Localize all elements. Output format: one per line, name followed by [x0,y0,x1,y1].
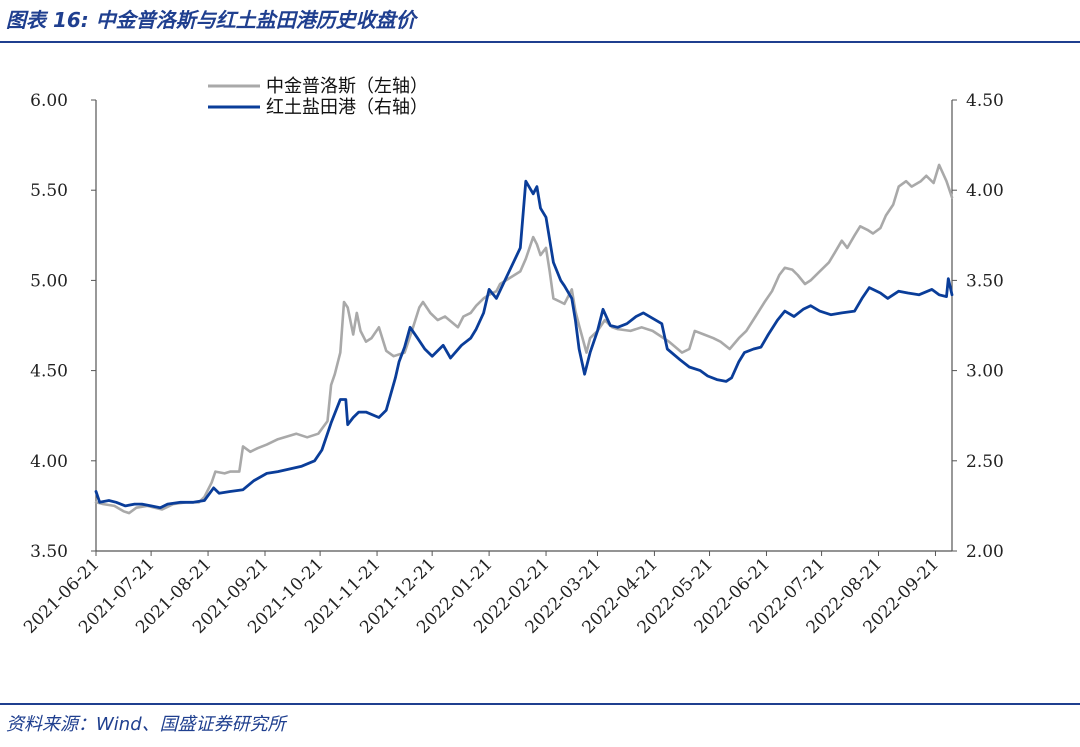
left-y-tick-label: 5.00 [30,271,68,291]
chart-ticks: 3.50 4.00 4.50 5.00 5.50 6.00 2.00 2.50 3.00 3.50… [20,91,1004,638]
footer-divider [0,703,1080,705]
left-y-tick-label: 4.00 [30,452,68,472]
right-y-tick-label: 4.00 [966,181,1004,201]
left-y-tick-label: 5.50 [30,181,68,201]
right-y-tick-label: 3.50 [966,271,1004,291]
series-line-prologis [94,163,954,515]
right-y-tick-label: 2.00 [966,542,1004,562]
chart-legend: 中金普洛斯（左轴）红土盐田港（右轴） [208,76,428,118]
source-note: 资料来源：Wind、国盛证券研究所 [6,714,286,735]
left-y-tick-label: 4.50 [30,362,68,382]
legend-label-yantian: 红土盐田港（右轴） [266,97,428,118]
right-y-tick-label: 3.00 [966,362,1004,382]
left-y-tick-label: 6.00 [30,91,68,111]
left-y-tick-label: 3.50 [30,542,68,562]
header-divider [0,41,1080,43]
figure-title: 图表 16: 中金普洛斯与红土盐田港历史收盘价 [6,8,416,32]
right-y-tick-label: 4.50 [966,91,1004,111]
chart-axes [95,100,953,552]
legend-label-prologis: 中金普洛斯（左轴） [266,76,428,97]
right-y-tick-label: 2.50 [966,452,1004,472]
chart-series [94,163,954,515]
series-line-yantian [94,179,954,510]
